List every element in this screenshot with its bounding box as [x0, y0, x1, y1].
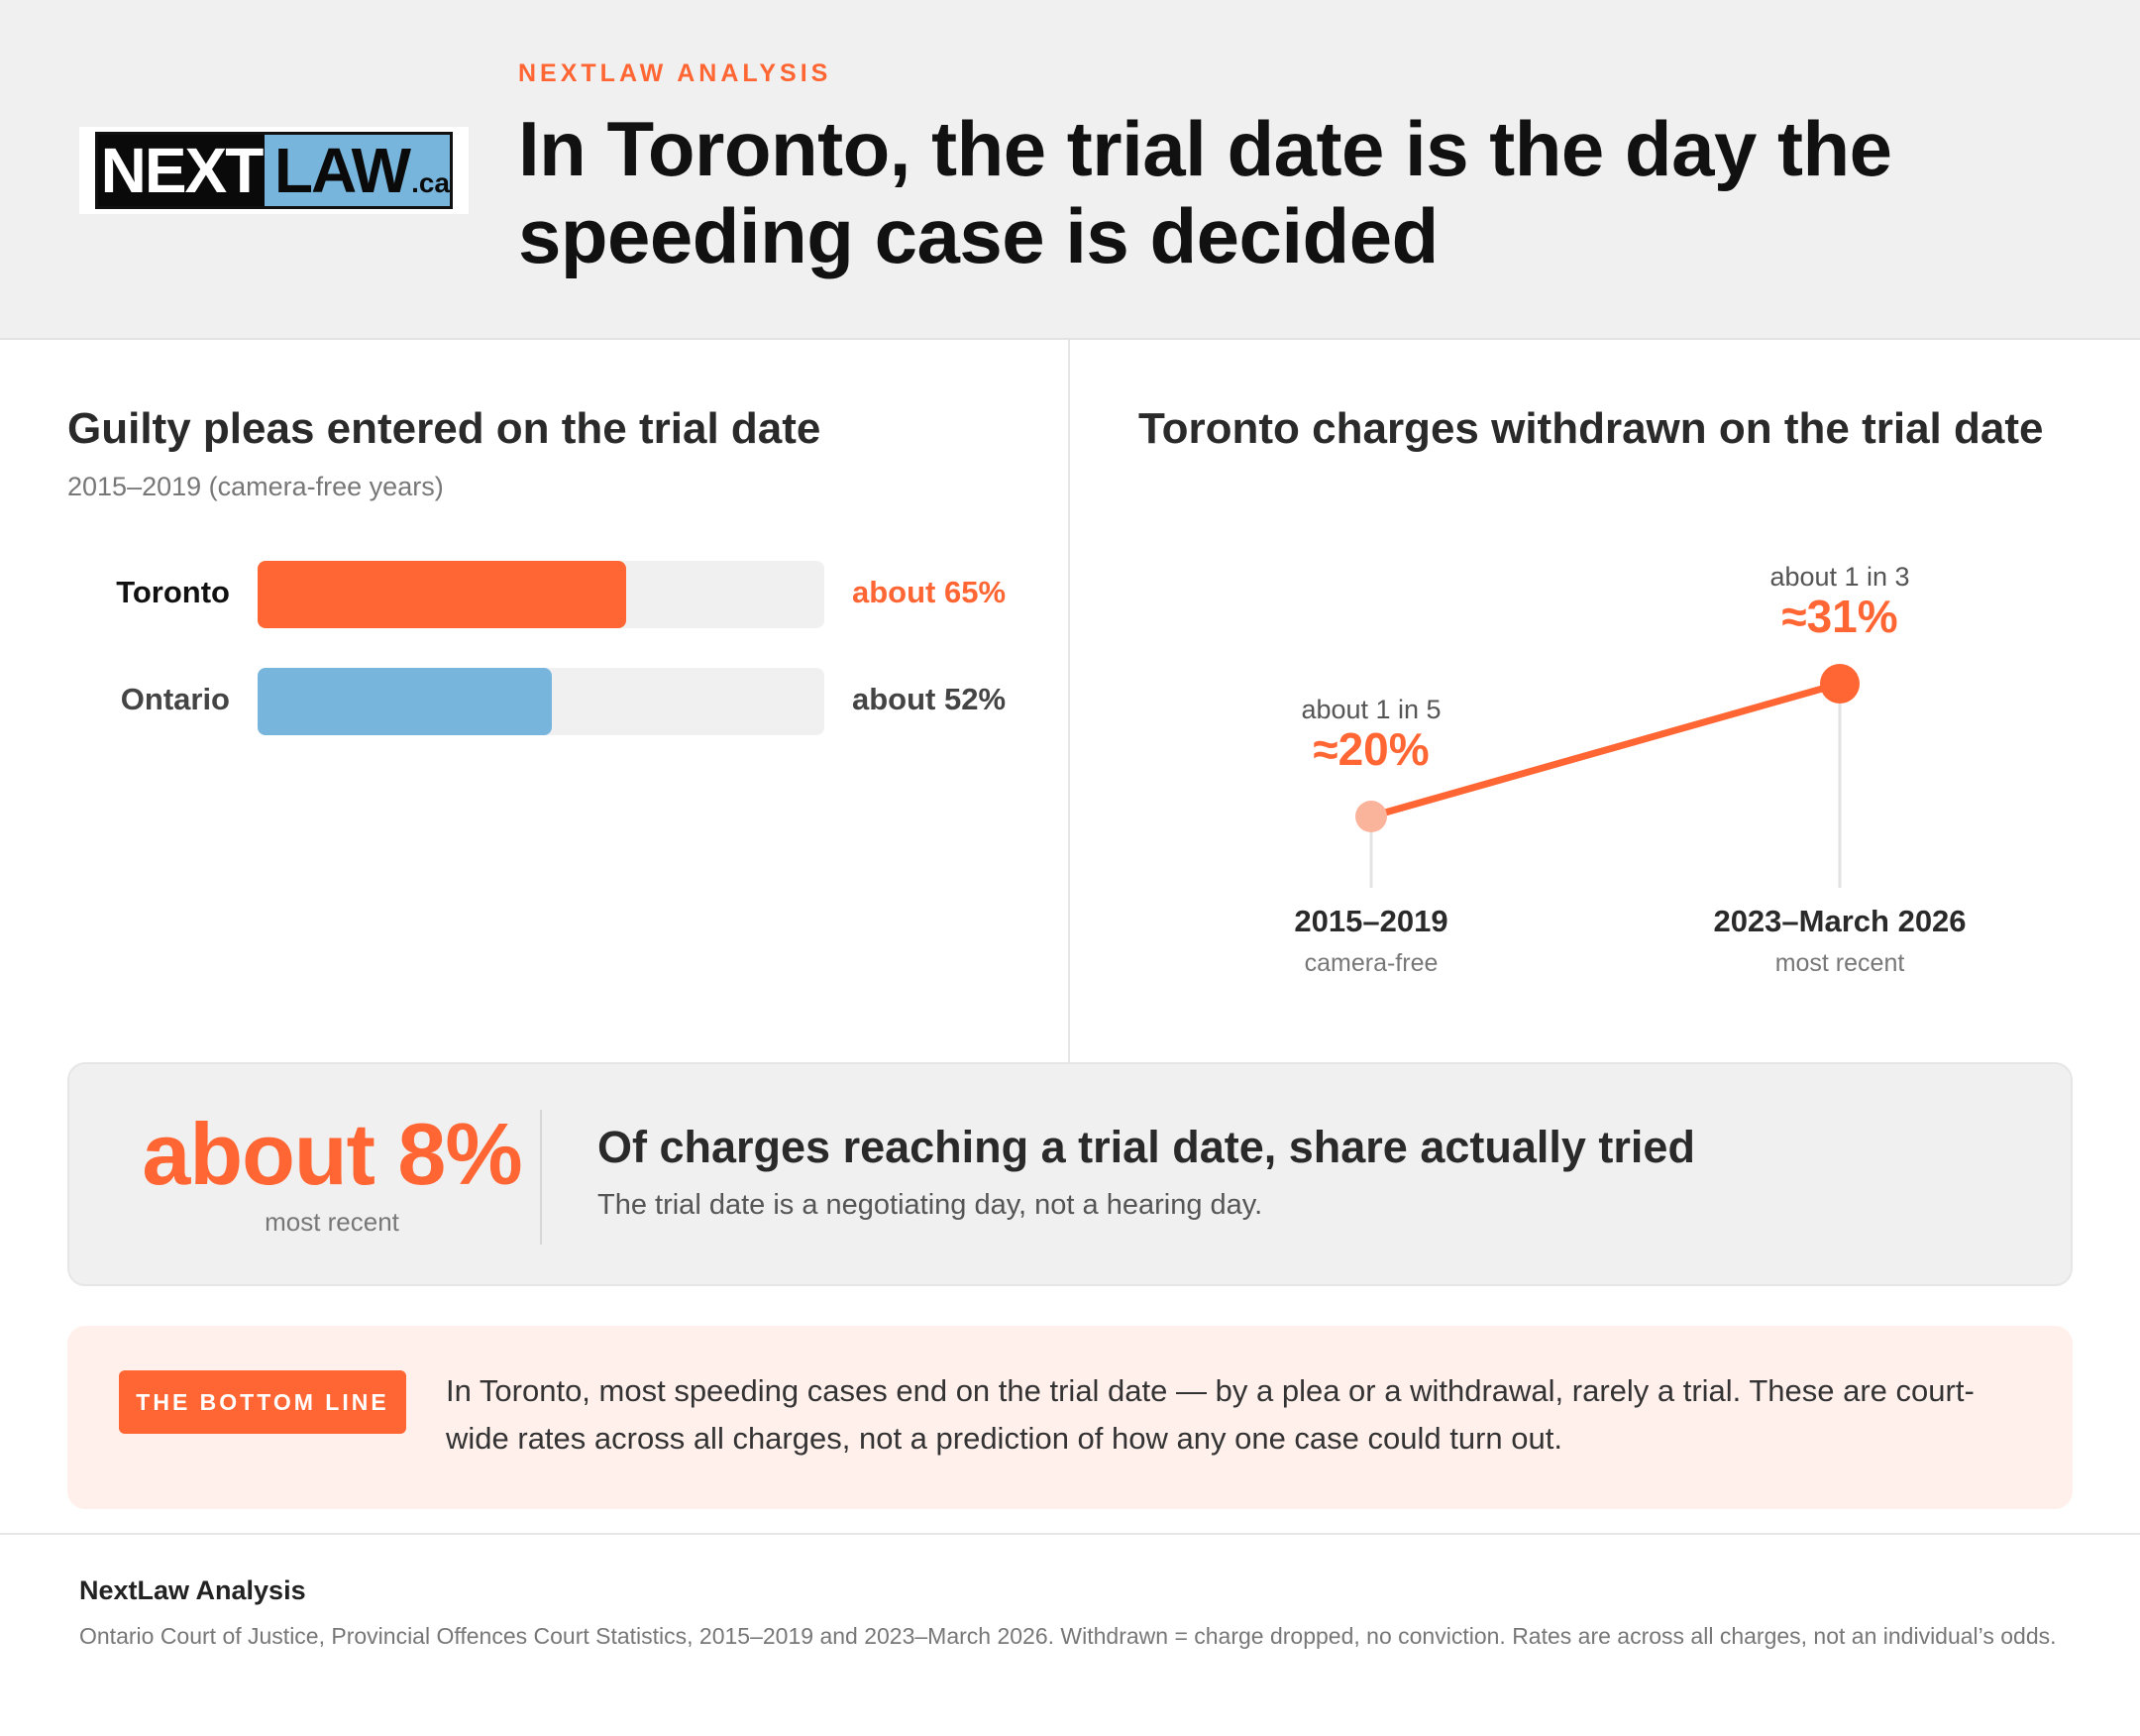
stat-divider	[540, 1110, 542, 1245]
logo-law-text: LAW.ca	[264, 135, 450, 206]
annotation-1: about 1 in 5	[1301, 695, 1441, 724]
series-line	[1367, 680, 1844, 820]
bar-chart-title: Guilty pleas entered on the trial date	[67, 404, 821, 453]
logo-inner: NEXT LAW.ca	[95, 132, 453, 209]
x-sublabel-2: most recent	[1775, 949, 1905, 977]
stat-description: The trial date is a negotiating day, not…	[597, 1189, 1263, 1221]
bar-label-ontario: Ontario	[120, 682, 230, 716]
logo-law-word: LAW	[273, 135, 411, 206]
stat-big-value: about 8%	[142, 1105, 522, 1203]
bar-ontario	[258, 668, 553, 735]
line-chart-title: Toronto charges withdrawn on the trial d…	[1138, 404, 2044, 453]
kicker: NEXTLAW ANALYSIS	[518, 59, 832, 87]
nextlaw-logo: NEXT LAW.ca	[79, 127, 469, 214]
value-label-2: ≈31%	[1781, 591, 1897, 642]
logo-next-text: NEXT	[98, 135, 265, 206]
footer-title: NextLaw Analysis	[79, 1575, 306, 1605]
bar-chart-subtitle: 2015–2019 (camera-free years)	[67, 472, 444, 501]
x-tick-label-1: 2015–2019	[1294, 904, 1447, 938]
bottom-line-badge: THE BOTTOM LINE	[119, 1370, 406, 1434]
x-sublabel-1: camera-free	[1305, 949, 1439, 977]
bar-value-toronto: about 65%	[852, 575, 1007, 609]
header: NEXT LAW.ca NEXTLAW ANALYSIS In Toronto,…	[0, 0, 2140, 340]
stat-caption: most recent	[265, 1207, 399, 1237]
bottom-line-box: THE BOTTOM LINE In Toronto, most speedin…	[67, 1326, 2073, 1509]
footer-divider	[0, 1533, 2140, 1535]
page-title: In Toronto, the trial date is the day th…	[518, 105, 1892, 279]
x-tick-label-2: 2023–March 2026	[1713, 904, 1966, 938]
footer-source: Ontario Court of Justice, Provincial Off…	[79, 1623, 2057, 1649]
bottom-line-text: In Toronto, most speeding cases end on t…	[446, 1373, 1975, 1456]
annotation-2: about 1 in 3	[1769, 562, 1909, 592]
bar-toronto	[258, 561, 626, 628]
bar-value-ontario: about 52%	[852, 682, 1007, 716]
stat-headline: Of charges reaching a trial date, share …	[597, 1122, 1695, 1172]
bar-track-toronto	[258, 561, 824, 628]
value-label-1: ≈20%	[1313, 723, 1429, 775]
bar-label-toronto: Toronto	[116, 575, 230, 609]
stat-box: about 8% most recent Of charges reaching…	[67, 1062, 2073, 1286]
data-point-2	[1820, 664, 1860, 704]
panel-divider	[1068, 340, 1070, 1062]
logo-ca-suffix: .ca	[411, 167, 450, 198]
data-point-1	[1355, 801, 1387, 832]
bar-track-ontario	[258, 668, 824, 735]
